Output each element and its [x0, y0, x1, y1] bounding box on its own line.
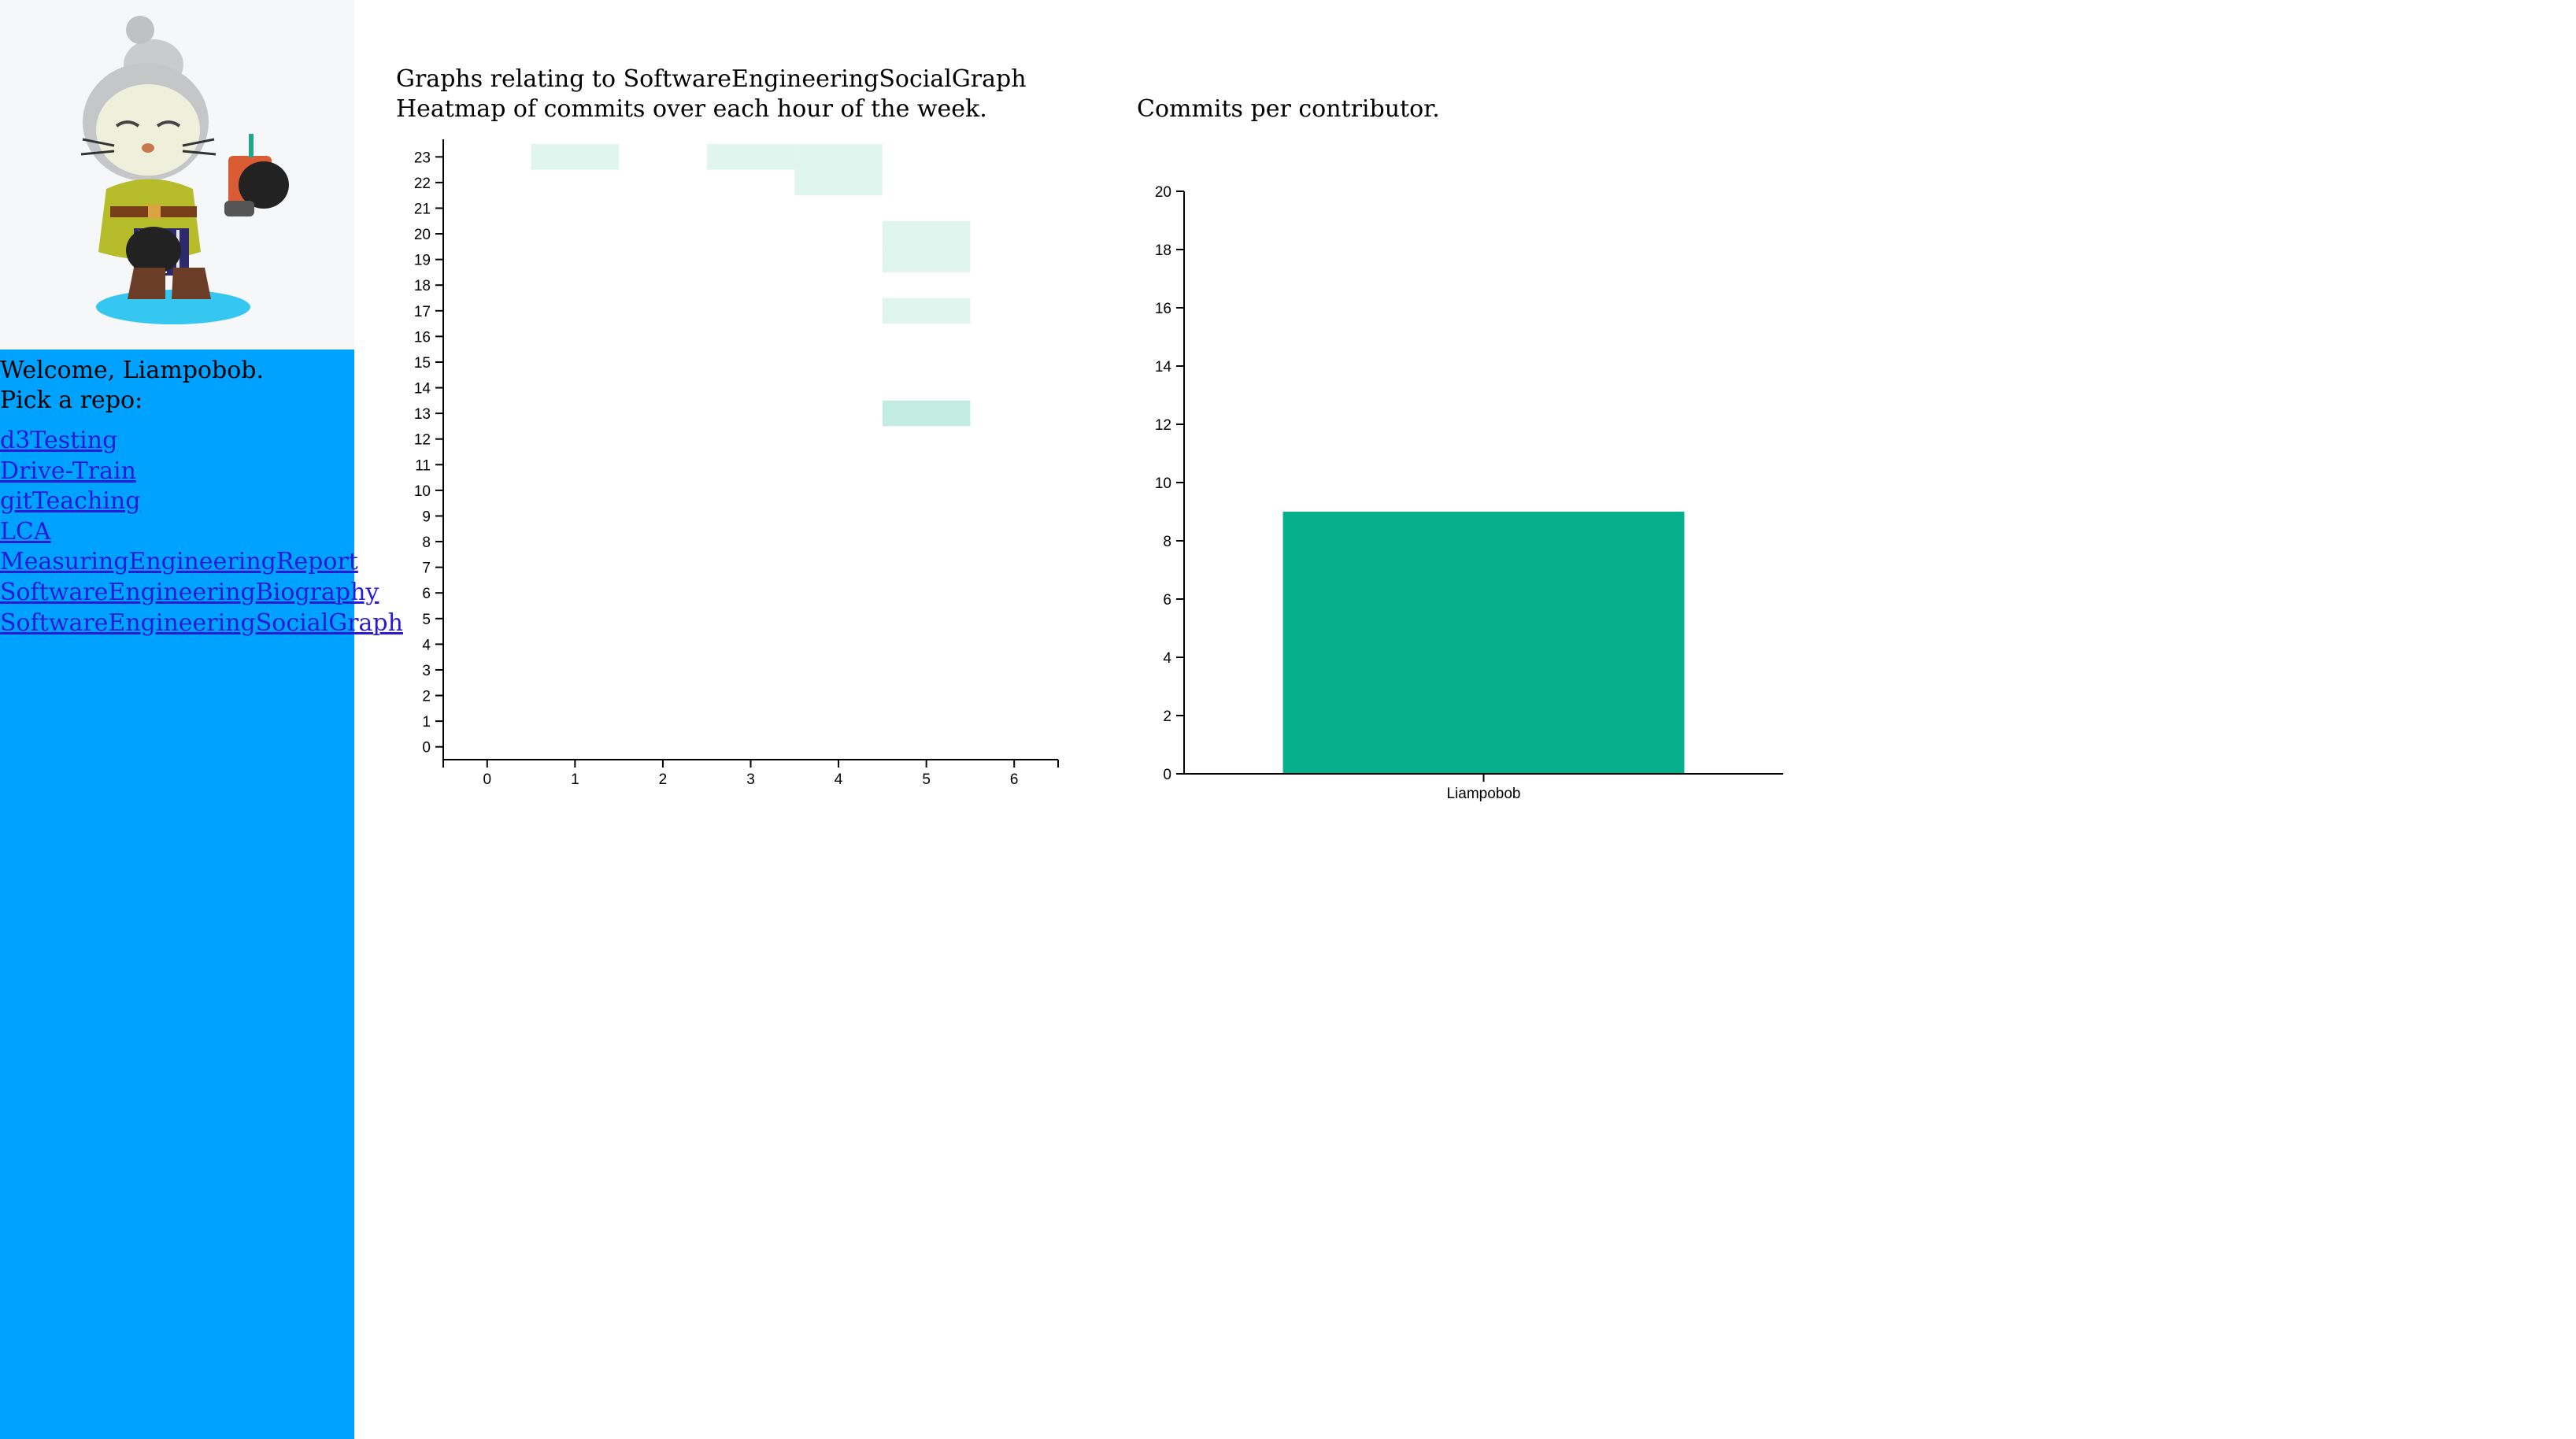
list-item: d3Testing [0, 426, 403, 457]
repo-link-softwareengineeringbiography[interactable]: SoftwareEngineeringBiography [0, 578, 379, 606]
x-tick-label: 2 [659, 771, 668, 788]
y-tick-label: 12 [414, 432, 431, 449]
x-tick-label: 4 [835, 771, 843, 788]
y-tick-label: 3 [422, 663, 431, 679]
repo-link-drive-train[interactable]: Drive-Train [0, 457, 136, 485]
y-tick-label: 13 [414, 406, 431, 423]
page-title: Graphs relating to SoftwareEngineeringSo… [396, 65, 1027, 93]
y-tick-label: 5 [422, 612, 431, 628]
y-tick-label: 15 [414, 355, 431, 372]
heatmap-title: Heatmap of commits over each hour of the… [396, 95, 987, 123]
heatmap-cell [882, 298, 971, 324]
y-tick-label: 6 [422, 586, 431, 602]
heatmap-cell [794, 144, 883, 170]
y-tick-label: 2 [1163, 708, 1171, 725]
y-tick-label: 17 [414, 304, 431, 320]
heatmap-cell [882, 246, 971, 272]
bar [1282, 512, 1685, 774]
y-tick-label: 6 [1163, 592, 1171, 609]
y-tick-label: 10 [1155, 475, 1171, 492]
y-tick-label: 18 [1155, 242, 1171, 259]
y-tick-label: 11 [415, 457, 431, 474]
heatmap-cell [531, 144, 620, 170]
repo-link-gitteaching[interactable]: gitTeaching [0, 487, 141, 516]
y-tick-label: 16 [414, 329, 431, 346]
x-tick-label: 0 [483, 771, 491, 788]
y-tick-label: 14 [414, 381, 431, 398]
y-tick-label: 0 [422, 740, 431, 756]
bar-chart: 0 2 4 6 8 10 12 14 16 18 20 Liampobob [1155, 184, 1783, 802]
repo-link-softwareengineeringsocialgraph[interactable]: SoftwareEngineeringSocialGraph [0, 609, 403, 637]
y-tick-label: 20 [414, 227, 431, 243]
repo-list: d3Testing Drive-Train gitTeaching LCA Me… [0, 426, 403, 638]
list-item: gitTeaching [0, 486, 403, 517]
y-tick-label: 10 [414, 483, 431, 500]
y-tick-label: 8 [422, 535, 431, 551]
list-item: MeasuringEngineeringReport [0, 547, 403, 578]
heatmap-cell [882, 400, 971, 427]
avatar [0, 0, 354, 350]
y-tick-label: 14 [1155, 359, 1172, 375]
y-tick-label: 2 [422, 689, 431, 705]
list-item: SoftwareEngineeringBiography [0, 578, 403, 609]
x-tick-label: Liampobob [1446, 786, 1520, 802]
y-tick-label: 8 [1163, 534, 1171, 550]
x-tick-label: 1 [571, 771, 579, 788]
y-tick-label: 19 [414, 253, 431, 269]
repo-link-d3testing[interactable]: d3Testing [0, 427, 118, 454]
bar-chart-title: Commits per contributor. [1137, 95, 1440, 123]
heatmap-cell [706, 144, 795, 170]
y-tick-label: 9 [422, 509, 431, 525]
y-tick-label: 23 [414, 150, 431, 166]
list-item: SoftwareEngineeringSocialGraph [0, 609, 403, 639]
y-tick-label: 18 [414, 278, 431, 294]
y-tick-label: 4 [422, 637, 431, 653]
y-tick-label: 0 [1163, 767, 1171, 783]
y-tick-label: 16 [1155, 301, 1171, 317]
y-tick-label: 22 [414, 176, 431, 192]
list-item: LCA [0, 517, 403, 548]
y-tick-label: 4 [1163, 650, 1171, 667]
heatmap-cell [794, 169, 883, 196]
y-tick-label: 12 [1155, 417, 1171, 434]
heatmap-cell [882, 220, 971, 247]
x-tick-label: 5 [922, 771, 931, 788]
pick-repo-prompt: Pick a repo: [0, 387, 143, 414]
repo-link-measuringengineeringreport[interactable]: MeasuringEngineeringReport [0, 548, 358, 576]
y-tick-label: 1 [422, 714, 431, 731]
welcome-text: Welcome, Liampobob. [0, 357, 264, 384]
y-tick-label: 21 [414, 201, 431, 217]
sidebar: Welcome, Liampobob. Pick a repo: d3Testi… [0, 0, 403, 1439]
y-tick-label: 7 [422, 560, 431, 577]
x-tick-label: 3 [746, 771, 755, 788]
octocat-avatar-icon [80, 16, 289, 324]
list-item: Drive-Train [0, 457, 403, 487]
repo-link-lca[interactable]: LCA [0, 517, 51, 546]
y-tick-label: 20 [1155, 184, 1171, 201]
x-tick-label: 6 [1010, 771, 1019, 788]
